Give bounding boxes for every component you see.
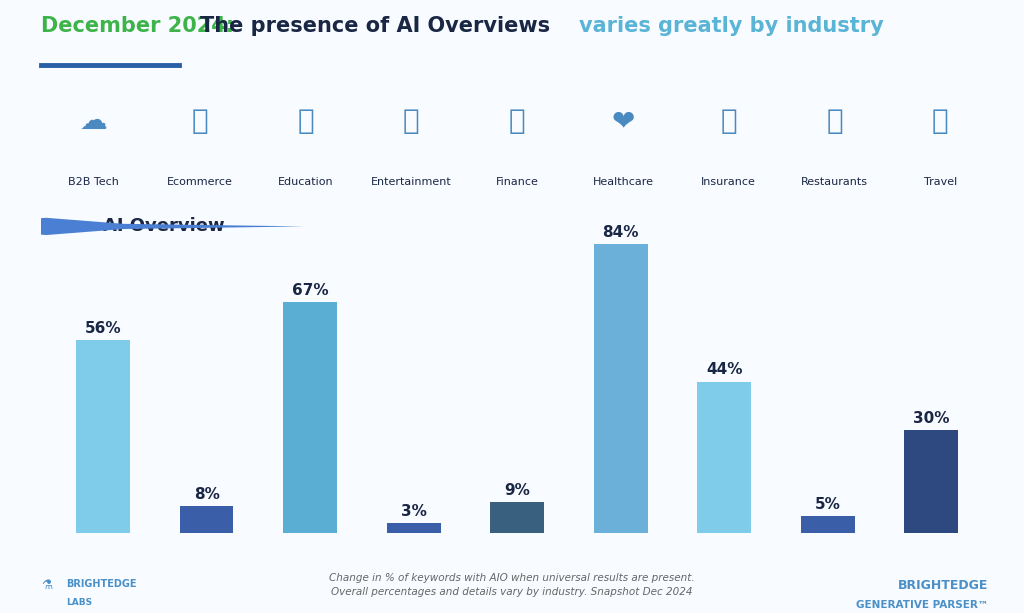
Bar bbox=[801, 516, 855, 533]
Text: Education: Education bbox=[278, 177, 333, 188]
Text: BRIGHTEDGE: BRIGHTEDGE bbox=[67, 579, 137, 589]
Text: Insurance: Insurance bbox=[701, 177, 756, 188]
Text: B2B Tech: B2B Tech bbox=[69, 177, 120, 188]
Text: Finance: Finance bbox=[496, 177, 539, 188]
Bar bbox=[594, 243, 647, 533]
Bar bbox=[697, 381, 751, 533]
Text: BRIGHTEDGE: BRIGHTEDGE bbox=[898, 579, 988, 592]
Text: 30%: 30% bbox=[913, 411, 949, 425]
Text: ⚗: ⚗ bbox=[41, 579, 52, 592]
Text: ❤: ❤ bbox=[611, 107, 635, 135]
Text: Change in % of keywords with AIO when universal results are present.
Overall per: Change in % of keywords with AIO when un… bbox=[329, 573, 695, 597]
Text: 3%: 3% bbox=[400, 504, 427, 519]
Text: LABS: LABS bbox=[67, 598, 93, 607]
Text: 84%: 84% bbox=[602, 224, 639, 240]
Text: 📚: 📚 bbox=[297, 107, 313, 135]
Text: 8%: 8% bbox=[194, 487, 219, 501]
Text: December 2024:: December 2024: bbox=[41, 16, 242, 36]
Text: Healthcare: Healthcare bbox=[593, 177, 653, 188]
Polygon shape bbox=[0, 218, 305, 235]
Bar bbox=[490, 502, 544, 533]
Bar bbox=[179, 506, 233, 533]
Text: varies greatly by industry: varies greatly by industry bbox=[579, 16, 884, 36]
Text: 67%: 67% bbox=[292, 283, 329, 298]
Text: AI Overview: AI Overview bbox=[103, 218, 224, 235]
Text: Ecommerce: Ecommerce bbox=[167, 177, 232, 188]
Bar bbox=[284, 302, 337, 533]
Text: Restaurants: Restaurants bbox=[801, 177, 868, 188]
Text: 💰: 💰 bbox=[721, 107, 737, 135]
Text: 5%: 5% bbox=[815, 497, 841, 512]
Text: 🛒: 🛒 bbox=[191, 107, 208, 135]
Text: ☁: ☁ bbox=[80, 107, 108, 135]
Text: 🌐: 🌐 bbox=[932, 107, 948, 135]
Text: 🍴: 🍴 bbox=[826, 107, 843, 135]
Text: GENERATIVE PARSER™: GENERATIVE PARSER™ bbox=[856, 600, 988, 609]
Text: Travel: Travel bbox=[924, 177, 957, 188]
Text: 🎬: 🎬 bbox=[403, 107, 420, 135]
Bar bbox=[387, 523, 440, 533]
Text: 44%: 44% bbox=[706, 362, 742, 378]
Bar bbox=[904, 430, 958, 533]
Text: Entertainment: Entertainment bbox=[371, 177, 452, 188]
Text: 9%: 9% bbox=[504, 483, 530, 498]
Text: The presence of AI Overviews: The presence of AI Overviews bbox=[200, 16, 557, 36]
Text: 💵: 💵 bbox=[509, 107, 525, 135]
Text: 56%: 56% bbox=[85, 321, 122, 336]
Bar bbox=[76, 340, 130, 533]
